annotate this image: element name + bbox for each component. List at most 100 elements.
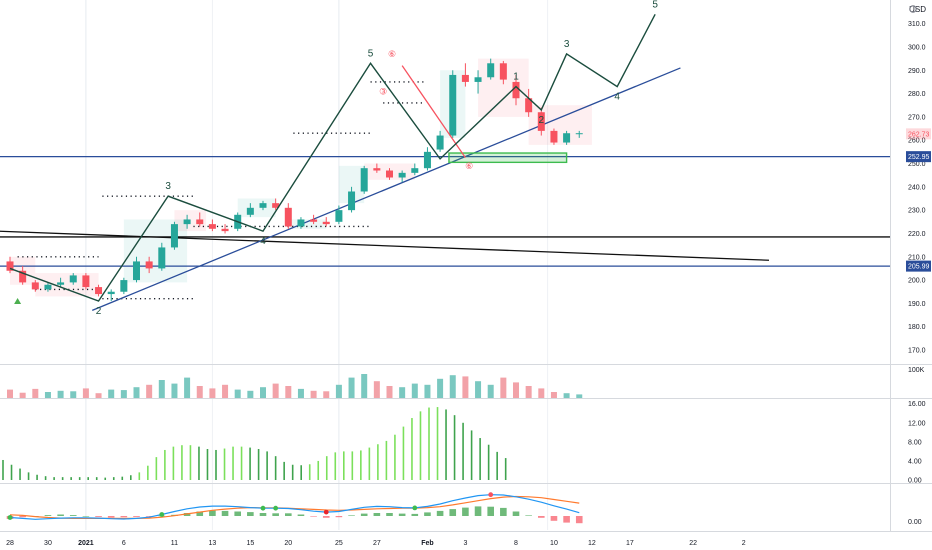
- volume-bar: [82, 388, 89, 398]
- time-tick-label: 8: [514, 540, 518, 547]
- volume-bar: [563, 393, 570, 398]
- support-zone: [448, 152, 568, 164]
- macd-histogram-bar: [259, 513, 267, 516]
- candle: [310, 214, 318, 225]
- macd-histogram-bar: [69, 515, 77, 516]
- macd-histogram-bar: [373, 513, 381, 516]
- oscillator-tick-label: 12.00: [908, 420, 926, 427]
- volume-bar: [222, 384, 229, 398]
- volume-bar: [234, 389, 241, 398]
- candle: [461, 63, 469, 87]
- macd-panel[interactable]: [6, 492, 583, 524]
- candle-body: [57, 282, 65, 285]
- macd-histogram-bar: [525, 515, 532, 516]
- volume-bar: [348, 377, 355, 398]
- candle-body: [474, 77, 482, 82]
- macd-histogram-bar: [424, 512, 431, 516]
- price-panel[interactable]: 2 3 4 5 1 2 3 4 5 ⑥ ③ ⑥: [0, 0, 890, 317]
- shaded-range-box: [237, 198, 276, 218]
- candle-body: [411, 168, 419, 173]
- volume-bar: [475, 381, 482, 398]
- candle-body: [322, 221, 330, 225]
- candle-body: [297, 219, 305, 227]
- candle-body: [537, 112, 545, 131]
- time-tick-label: 28: [6, 540, 14, 547]
- macd-line: [9, 494, 580, 520]
- trend-line: [0, 230, 770, 261]
- candle: [133, 256, 140, 283]
- price-tick-label: 310.0: [908, 21, 926, 28]
- macd-tick-label: 0.00: [908, 519, 922, 526]
- candle: [31, 280, 39, 292]
- time-tick-label: Feb: [421, 540, 433, 547]
- candle-body: [6, 261, 14, 271]
- price-tick-label: 200.0: [908, 278, 926, 285]
- time-tick-label: 10: [550, 540, 558, 547]
- price-tick-label: 280.0: [908, 91, 926, 98]
- time-tick-label: 30: [44, 540, 52, 547]
- volume-bar: [361, 374, 368, 398]
- candle: [196, 212, 204, 227]
- macd-histogram-bar: [272, 513, 279, 516]
- macd-histogram-bar: [360, 513, 368, 516]
- volume-bar: [184, 377, 191, 398]
- volume-bar: [95, 393, 102, 398]
- volume-panel[interactable]: [7, 374, 583, 398]
- time-tick-label: 25: [335, 540, 343, 547]
- time-tick-label: 2021: [78, 540, 94, 547]
- candle: [487, 58, 495, 80]
- wave-label: 2: [539, 115, 545, 126]
- volume-bar: [437, 378, 444, 398]
- volume-bar: [146, 384, 153, 398]
- macd-cross-dot: [159, 512, 165, 517]
- candle: [348, 186, 356, 213]
- candle-body: [449, 74, 457, 136]
- candle-body: [575, 133, 583, 135]
- candle-body: [19, 270, 27, 283]
- macd-histogram-bar: [44, 515, 52, 516]
- volume-bar: [196, 386, 203, 398]
- macd-histogram-bar: [247, 512, 254, 516]
- macd-cross-dot: [488, 492, 494, 498]
- candle: [360, 165, 368, 194]
- candle-body: [398, 172, 406, 178]
- volume-bar: [272, 383, 279, 398]
- price-tick-label: 240.0: [908, 184, 926, 191]
- candle-body: [499, 63, 507, 80]
- volume-bar: [411, 383, 418, 398]
- candle: [373, 163, 381, 173]
- candle: [19, 266, 27, 285]
- candle: [107, 289, 115, 302]
- time-tick-label: 6: [122, 540, 126, 547]
- candle-body: [386, 170, 393, 178]
- candle: [436, 130, 444, 152]
- candle: [69, 273, 77, 285]
- candle: [158, 242, 166, 271]
- macd-histogram-bar: [500, 507, 507, 516]
- settings-icon[interactable]: [909, 5, 917, 13]
- price-tick-label: 270.0: [908, 114, 926, 121]
- candle: [575, 130, 583, 138]
- candle: [563, 130, 571, 145]
- candle: [512, 74, 520, 106]
- candle-body: [512, 81, 520, 99]
- wave-marker: ⑥: [465, 161, 473, 171]
- oscillator-panel[interactable]: [2, 407, 507, 480]
- macd-histogram-bar: [297, 514, 305, 516]
- macd-histogram-bar: [133, 516, 140, 517]
- candle-body: [284, 207, 292, 227]
- axes: 170.0180.0190.0200.0210.0220.0230.0240.0…: [6, 21, 931, 547]
- shaded-range-box: [288, 219, 327, 229]
- volume-bar: [247, 390, 254, 398]
- macd-histogram-bar: [322, 516, 330, 518]
- candle-body: [348, 191, 356, 211]
- candle: [272, 198, 280, 211]
- wave-label: 3: [564, 39, 570, 50]
- buy-signal-icon: [14, 298, 22, 305]
- candle: [449, 70, 457, 138]
- price-badge-label: 205.99: [908, 264, 930, 271]
- candle: [208, 219, 216, 232]
- macd-cross-dot: [323, 509, 329, 515]
- candle-body: [183, 219, 191, 225]
- candle-body: [246, 207, 254, 215]
